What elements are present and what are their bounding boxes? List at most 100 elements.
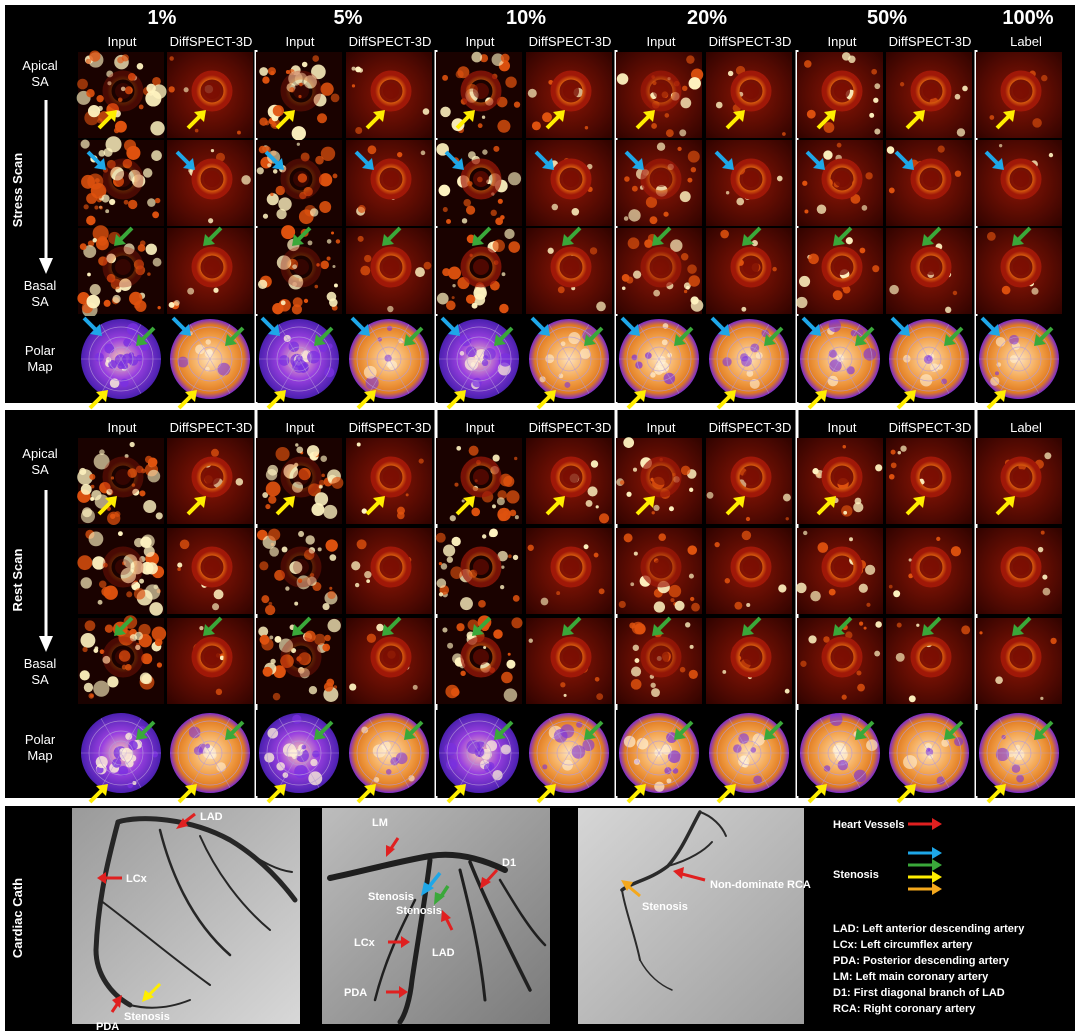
col-label: DiffSPECT-3D <box>889 34 972 49</box>
sa-slice <box>346 52 432 138</box>
annotation-arrow <box>455 110 475 130</box>
annotation-arrow <box>455 496 475 516</box>
header-1pct: 1% <box>148 7 177 29</box>
annotation-arrow <box>922 226 942 246</box>
sa-slice <box>976 528 1062 614</box>
annotation-arrow <box>714 150 734 170</box>
header-5pct: 5% <box>334 7 363 29</box>
col-label: DiffSPECT-3D <box>529 420 612 435</box>
annotation-arrow <box>356 390 376 410</box>
annotation-arrow <box>314 326 334 346</box>
sa-slice <box>346 528 432 614</box>
annotation-arrow <box>404 720 424 740</box>
annotation-arrow <box>710 316 730 336</box>
annotation-arrow <box>536 784 556 804</box>
annotation-arrow <box>635 496 655 516</box>
annotation-arrow <box>905 110 925 130</box>
col-label: Label <box>1010 34 1042 49</box>
rest-side-labels: Apical SA Basal SA Polar Map Rest Scan <box>10 446 58 763</box>
annotation-arrow <box>635 110 655 130</box>
row-label-apical: Apical SA <box>22 446 58 477</box>
sa-slice <box>256 52 342 141</box>
annotation-arrow <box>203 616 223 636</box>
annotation-arrow <box>275 110 295 130</box>
sa-slice <box>436 51 522 138</box>
row-label-basal: Basal SA <box>24 656 57 687</box>
annotation-arrow <box>922 616 942 636</box>
header-50pct: 50% <box>867 7 907 29</box>
sa-slice <box>77 438 164 525</box>
annotation-arrow <box>534 150 554 170</box>
angiogram-1-annotations: LAD LCx PDA Stenosis <box>96 811 223 1033</box>
stress-image-grid <box>76 50 1062 410</box>
annotation-arrow <box>944 326 964 346</box>
annotation-arrow <box>652 616 672 636</box>
sa-slice <box>76 50 167 138</box>
annotation-arrow <box>716 390 736 410</box>
angiogram-2-annotations: LM D1 Stenosis Stenosis LCx LAD PDA <box>344 817 516 999</box>
annotation-arrow <box>545 496 565 516</box>
annotation-arrow <box>816 110 836 130</box>
label-stenosis-2a: Stenosis <box>368 891 414 903</box>
sa-slice <box>526 528 612 614</box>
row-label-polar: Polar Map <box>25 732 56 763</box>
sa-slice <box>616 437 702 524</box>
annotation-arrow <box>562 226 582 246</box>
annotation-arrow <box>530 316 550 336</box>
annotation-arrow <box>944 720 964 740</box>
annotation-arrow <box>292 616 312 636</box>
percent-headers: 1% 5% 10% 20% 50% 100% <box>148 7 1054 29</box>
stress-down-arrow <box>39 100 53 274</box>
annotation-arrow <box>260 316 280 336</box>
label-lcx: LCx <box>126 873 148 885</box>
annotation-arrow <box>275 496 295 516</box>
annotation-arrow <box>472 616 492 636</box>
legend-line: PDA: Posterior descending artery <box>833 955 1010 967</box>
annotation-arrow <box>620 316 640 336</box>
sa-slice <box>256 528 342 616</box>
annotation-arrow <box>742 226 762 246</box>
sa-slice <box>167 228 253 314</box>
annotation-arrow <box>890 316 910 336</box>
label-stenosis-1: Stenosis <box>124 1011 170 1023</box>
annotation-arrow <box>446 784 466 804</box>
legend-line: LAD: Left anterior descending artery <box>833 923 1025 935</box>
annotation-arrow <box>446 390 466 410</box>
polar-map <box>167 710 253 796</box>
annotation-arrow <box>894 150 914 170</box>
angiogram-3-annotations: Non-dominate RCA Stenosis <box>621 867 811 913</box>
legend-heart-vessels: Heart Vessels <box>833 819 905 831</box>
sa-slice <box>346 618 432 704</box>
annotation-arrow <box>1012 226 1032 246</box>
annotation-arrow <box>136 326 156 346</box>
annotation-arrow <box>725 110 745 130</box>
annotation-arrow <box>292 226 312 246</box>
annotation-arrow <box>801 316 821 336</box>
rest-image-grid <box>77 437 1062 804</box>
sa-slice <box>796 528 883 614</box>
annotation-arrow <box>545 110 565 130</box>
annotation-arrow <box>896 390 916 410</box>
annotation-arrow <box>186 110 206 130</box>
annotation-arrow <box>88 390 108 410</box>
annotation-arrow <box>494 326 514 346</box>
annotation-arrow <box>114 616 134 636</box>
label-lm: LM <box>372 817 388 829</box>
sa-slice <box>77 225 164 318</box>
col-label: Label <box>1010 420 1042 435</box>
annotation-arrow <box>266 390 286 410</box>
annotation-arrow <box>354 150 374 170</box>
annotation-arrow <box>225 720 245 740</box>
annotation-arrow <box>807 784 827 804</box>
col-label: Input <box>466 420 495 435</box>
side-title-cath: Cardiac Cath <box>10 878 25 958</box>
polar-map <box>797 316 883 402</box>
col-label: DiffSPECT-3D <box>349 420 432 435</box>
sa-slice <box>346 438 432 524</box>
rest-down-arrow <box>39 490 53 652</box>
annotation-arrow <box>97 496 117 516</box>
sa-slice <box>797 618 883 704</box>
sa-slice <box>797 438 883 524</box>
annotation-arrow <box>742 616 762 636</box>
col-label: Input <box>466 34 495 49</box>
